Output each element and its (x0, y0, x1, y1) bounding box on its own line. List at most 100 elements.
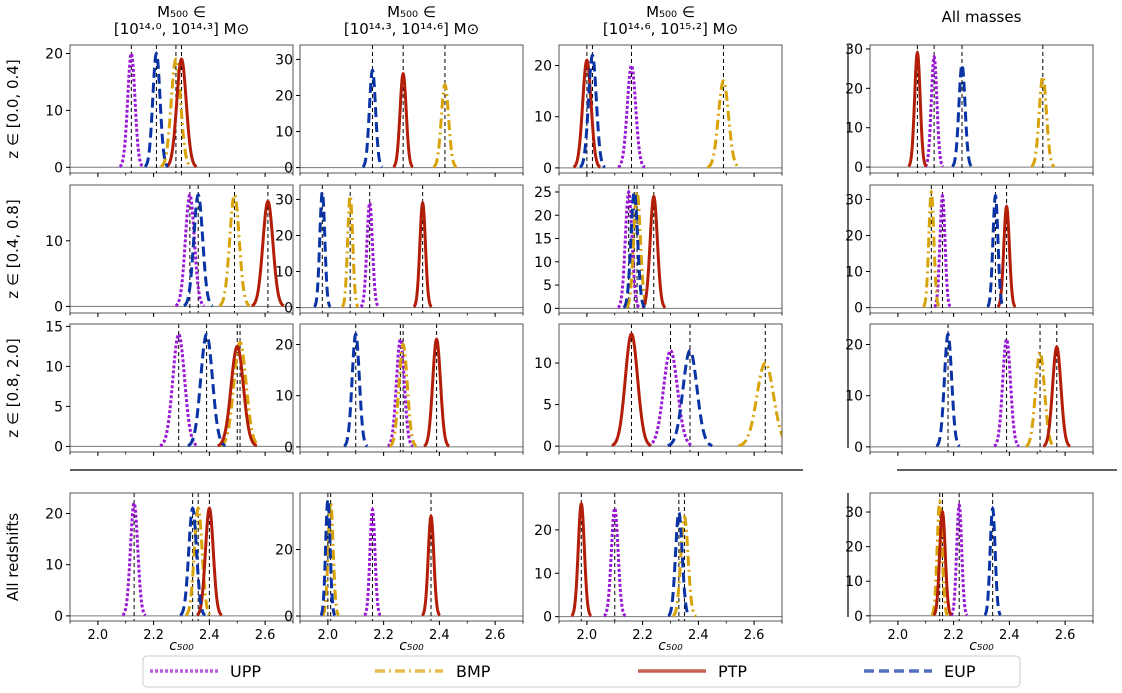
panel-frame (299, 323, 524, 453)
y-tick-label: 20 (275, 228, 293, 244)
curve-eup (343, 331, 369, 448)
y-tick-label: 0 (284, 609, 293, 625)
y-tick-label: 30 (275, 192, 293, 208)
curve-eup (579, 52, 606, 169)
panel-frame (869, 44, 1094, 174)
y-tick-label: 10 (534, 255, 552, 271)
y-tick-label: 10 (275, 265, 293, 281)
curve-bmp (432, 82, 458, 169)
panel-frame (299, 44, 524, 174)
panel-grid: 0 10 20 0 10 20 30 0 10 20 0 10 20 30 0 10 0 10 20 30 0 5 10 15… (45, 42, 1094, 643)
y-tick-label: 0 (854, 609, 863, 625)
row-label: z ∈ [0.4, 0.8] (4, 199, 22, 298)
y-tick-label: 10 (534, 566, 552, 582)
x-tick-label: 2.4 (999, 628, 1020, 643)
y-tick-label: 10 (45, 359, 63, 375)
x-tick-label: 2.4 (429, 628, 450, 643)
panel-r2-c0: 0 5 10 15 (45, 319, 294, 456)
y-tick-label: 0 (284, 161, 293, 177)
y-tick-label: 0 (54, 160, 63, 176)
curve-ptp (412, 200, 433, 309)
curve-upp (121, 500, 147, 617)
curve-upp (359, 200, 380, 309)
separators (70, 45, 1117, 617)
curve-ptp (570, 501, 593, 618)
y-tick-label: 20 (275, 543, 293, 559)
panel-r1-c1: 0 10 20 30 (275, 184, 524, 317)
x-tick-label: 2.2 (143, 628, 164, 643)
panel-r1-c2: 0 5 10 15 20 25 (534, 184, 783, 317)
curve-bmp (706, 79, 741, 169)
curve-bmp (672, 514, 697, 618)
legend-item-bmp: BMP (375, 662, 491, 681)
column-header-line1: M₅₀₀ ∈ (646, 3, 695, 21)
curve-ptp (932, 509, 953, 617)
x-tick-label: 2.2 (943, 628, 964, 643)
curve-upp (933, 192, 952, 309)
panel-frame (558, 184, 783, 314)
legend-item-eup: EUP (864, 662, 976, 681)
panel-r1-c0: 0 10 (45, 184, 294, 317)
curve-bmp (930, 498, 949, 617)
curve-ptp (165, 57, 198, 169)
curve-upp (603, 505, 627, 618)
curve-eup (187, 332, 226, 448)
curve-eup (983, 505, 1002, 617)
curve-upp (647, 348, 694, 448)
y-tick-label: 10 (845, 389, 863, 405)
curve-ptp (641, 194, 667, 309)
panel-frame (558, 492, 783, 622)
panel-r3-c3: 0 10 20 30 2.0 2.2 2.4 2.6 (845, 492, 1094, 643)
curve-ptp (572, 58, 601, 169)
panel-r0-c0: 0 10 20 (45, 44, 294, 177)
y-tick-label: 0 (54, 609, 63, 625)
y-tick-label: 10 (275, 125, 293, 141)
x-tick-label: 2.6 (744, 628, 765, 643)
curve-upp (617, 63, 646, 169)
curve-eup (143, 51, 169, 168)
panel-r3-c0: 0 10 20 2.0 2.2 2.4 2.6 (45, 492, 294, 643)
curve-ptp (907, 50, 928, 168)
y-tick-label: 0 (543, 439, 552, 455)
x-axis-labels: c₅₀₀ c₅₀₀ c₅₀₀ c₅₀₀ (169, 638, 994, 654)
x-tick-label: 2.6 (485, 628, 506, 643)
curve-eup (935, 331, 961, 448)
legend-label: BMP (456, 662, 491, 681)
y-tick-label: 20 (845, 540, 863, 556)
curve-upp (617, 189, 641, 309)
curve-ptp (421, 513, 441, 617)
y-tick-label: 20 (275, 88, 293, 104)
y-tick-label: 25 (534, 185, 552, 201)
panel-r1-c3: 0 10 20 30 (845, 184, 1094, 317)
y-tick-label: 20 (845, 228, 863, 244)
y-tick-label: 10 (845, 265, 863, 281)
row-label: z ∈ [0.8, 2.0] (4, 338, 22, 437)
y-tick-label: 20 (534, 523, 552, 539)
row-label: z ∈ [0.0, 0.4] (4, 59, 22, 158)
y-tick-label: 20 (534, 208, 552, 224)
curve-bmp (160, 57, 192, 169)
y-tick-label: 10 (45, 103, 63, 119)
y-tick-label: 20 (45, 506, 63, 522)
curve-ptp (217, 344, 258, 448)
legend-label: EUP (944, 662, 976, 681)
curve-eup (361, 67, 384, 169)
panel-r0-c1: 0 10 20 30 (275, 44, 524, 177)
curve-ptp (611, 332, 652, 447)
y-tick-label: 10 (45, 234, 63, 250)
x-tick-label: 2.0 (88, 628, 109, 643)
curve-ptp (1042, 344, 1071, 448)
legend-item-ptp: PTP (638, 662, 747, 681)
curve-bmp (1030, 74, 1056, 168)
x-tick-label: 2.2 (373, 628, 394, 643)
y-tick-label: 10 (845, 574, 863, 590)
column-header-line1: M₅₀₀ ∈ (157, 3, 206, 21)
y-tick-label: 15 (534, 232, 552, 248)
column-header-line2: [10¹⁴·³, 10¹⁴·⁶] M⊙ (344, 20, 479, 38)
curve-upp (363, 506, 382, 617)
x-tick-label: 2.0 (888, 628, 909, 643)
panel-r2-c3: 0 10 20 (845, 323, 1094, 456)
y-tick-label: 15 (45, 319, 63, 335)
curve-ptp (251, 199, 285, 308)
y-tick-label: 20 (534, 58, 552, 74)
